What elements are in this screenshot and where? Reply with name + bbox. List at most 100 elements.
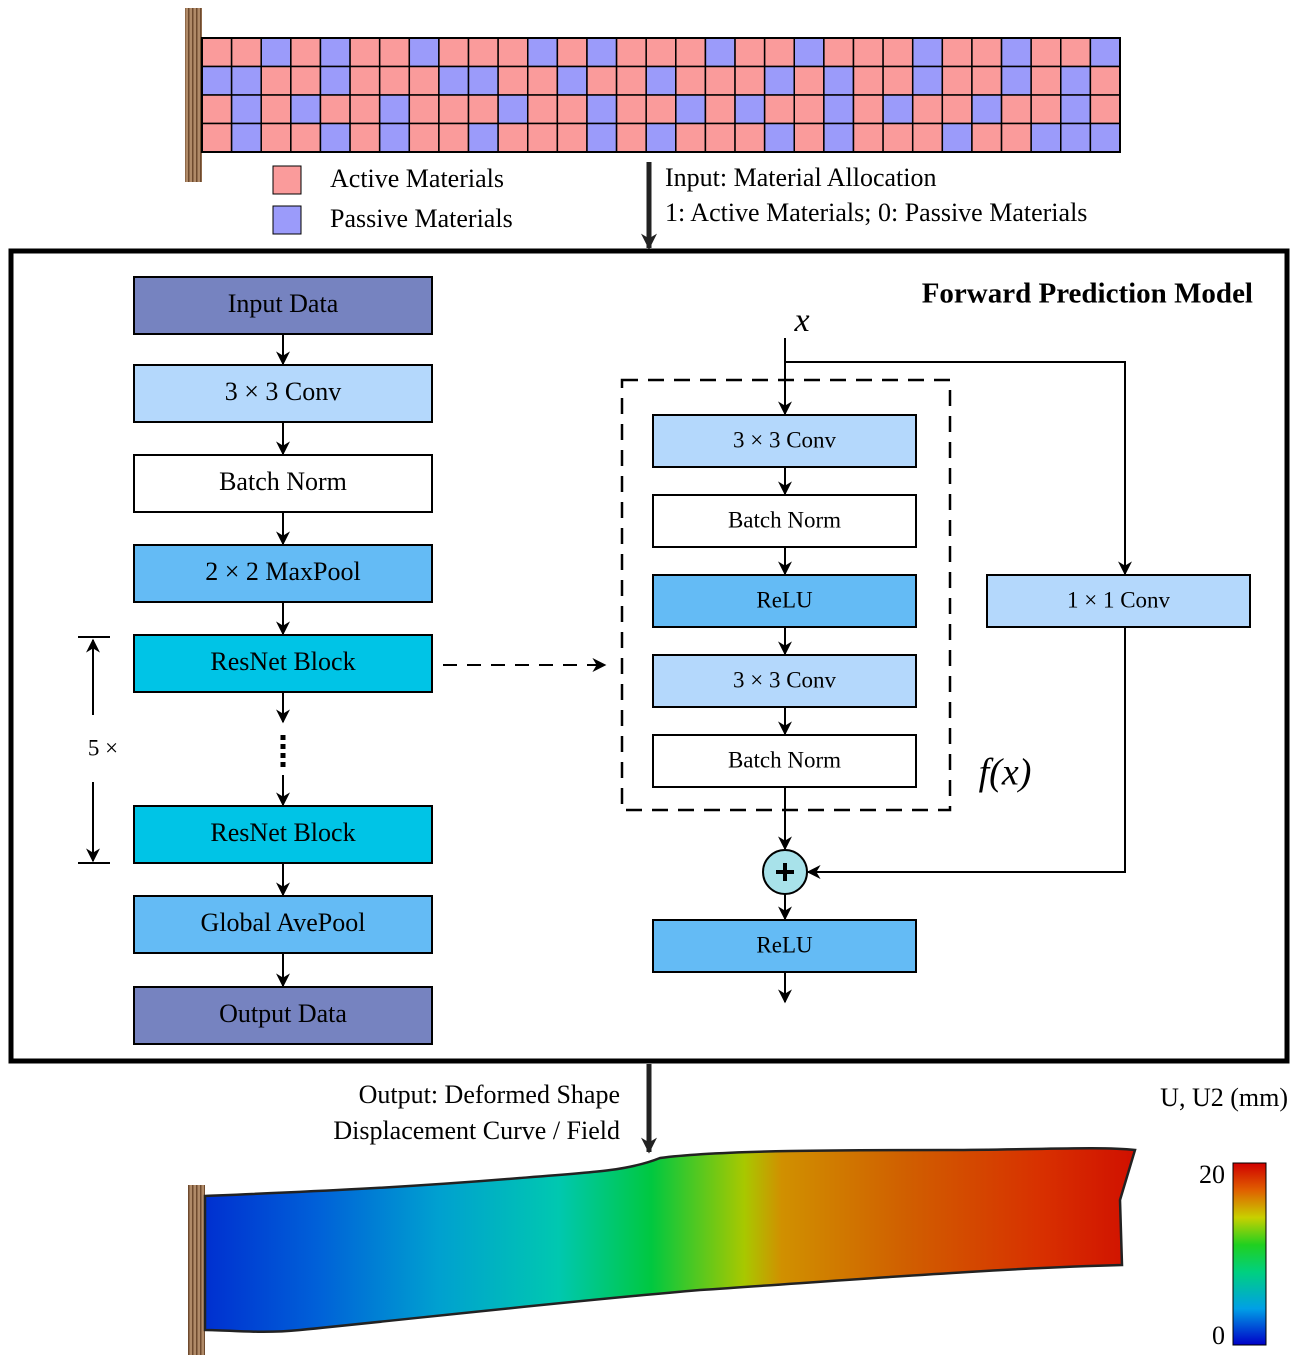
material-cell [646,67,676,96]
material-cell [735,95,765,124]
residual-label: 3 × 3 Conv [733,667,837,692]
material-cell [765,124,795,153]
material-cell [676,95,706,124]
material-cell [350,67,380,96]
legend-label: Passive Materials [330,204,513,233]
material-cell [232,124,262,153]
material-cell [291,38,321,67]
shortcut-label: 1 × 1 Conv [1067,587,1171,612]
output-label: ReLU [756,932,813,957]
material-cell [291,67,321,96]
material-cell [1031,124,1061,153]
legend-swatch [273,166,301,194]
pipeline-label: Output Data [219,999,347,1028]
material-cell [646,124,676,153]
wall [188,1185,205,1355]
material-cell [705,124,735,153]
material-cell [617,124,647,153]
material-cell [824,95,854,124]
input-label: 1: Active Materials; 0: Passive Material… [665,198,1087,227]
input-symbol: x [793,302,809,339]
material-cell [883,124,913,153]
material-cell [409,95,439,124]
material-cell [1031,95,1061,124]
material-cell [528,67,558,96]
material-cell [972,38,1002,67]
material-cell [765,67,795,96]
material-cell [557,67,587,96]
output-label: Displacement Curve / Field [333,1116,620,1145]
material-cell [320,67,350,96]
material-cell [528,38,558,67]
material-cell [350,95,380,124]
material-cell [1061,124,1091,153]
material-cell [913,95,943,124]
material-cell [587,124,617,153]
colorbar [1233,1163,1266,1345]
material-cell [587,95,617,124]
pipeline-label: 3 × 3 Conv [225,377,342,406]
pipeline-label: ResNet Block [210,818,355,847]
material-cell [972,67,1002,96]
material-cell [676,124,706,153]
material-cell [202,124,232,153]
material-cell [705,67,735,96]
material-cell [439,95,469,124]
material-cell [528,124,558,153]
material-cell [676,67,706,96]
material-cell [913,38,943,67]
material-cell [320,38,350,67]
material-cell [498,95,528,124]
diagram: Active Materials Passive Materials Input… [0,0,1299,1358]
material-cell [1002,67,1032,96]
pipeline-label: Input Data [228,289,339,318]
material-cell [202,95,232,124]
material-cell [1031,38,1061,67]
material-cell [232,67,262,96]
pipeline-label: Batch Norm [219,467,347,496]
material-cell [409,67,439,96]
material-cell [350,124,380,153]
material-cell [587,38,617,67]
material-cell [1002,124,1032,153]
material-cell [765,38,795,67]
material-cell [883,67,913,96]
function-symbol: f(x) [979,752,1032,794]
material-cell [913,124,943,153]
material-cell [705,38,735,67]
material-cell [557,95,587,124]
material-cell [883,38,913,67]
material-cell [617,67,647,96]
material-cell [320,95,350,124]
material-cell [942,95,972,124]
material-cell [794,124,824,153]
material-cell [261,67,291,96]
residual-label: Batch Norm [728,747,841,772]
material-cell [824,124,854,153]
material-cell [913,67,943,96]
material-cell [972,124,1002,153]
legend-label: Active Materials [330,164,504,193]
material-cell [498,38,528,67]
material-cell [202,38,232,67]
material-cell [853,95,883,124]
material-cell [794,38,824,67]
material-cell [735,124,765,153]
pipeline-label: Global AvePool [201,908,366,937]
material-cell [380,38,410,67]
material-cell [1061,38,1091,67]
output-label: Output: Deformed Shape [359,1080,620,1109]
pipeline-label: 2 × 2 MaxPool [205,557,361,586]
residual-label: ReLU [756,587,813,612]
material-cell [409,38,439,67]
material-cell [646,95,676,124]
material-cell [557,124,587,153]
material-cell [617,38,647,67]
material-cell [469,124,499,153]
material-cell [350,38,380,67]
material-cell [942,38,972,67]
material-cell [1090,67,1120,96]
material-cell [765,95,795,124]
material-cell [853,67,883,96]
wall [185,8,202,182]
